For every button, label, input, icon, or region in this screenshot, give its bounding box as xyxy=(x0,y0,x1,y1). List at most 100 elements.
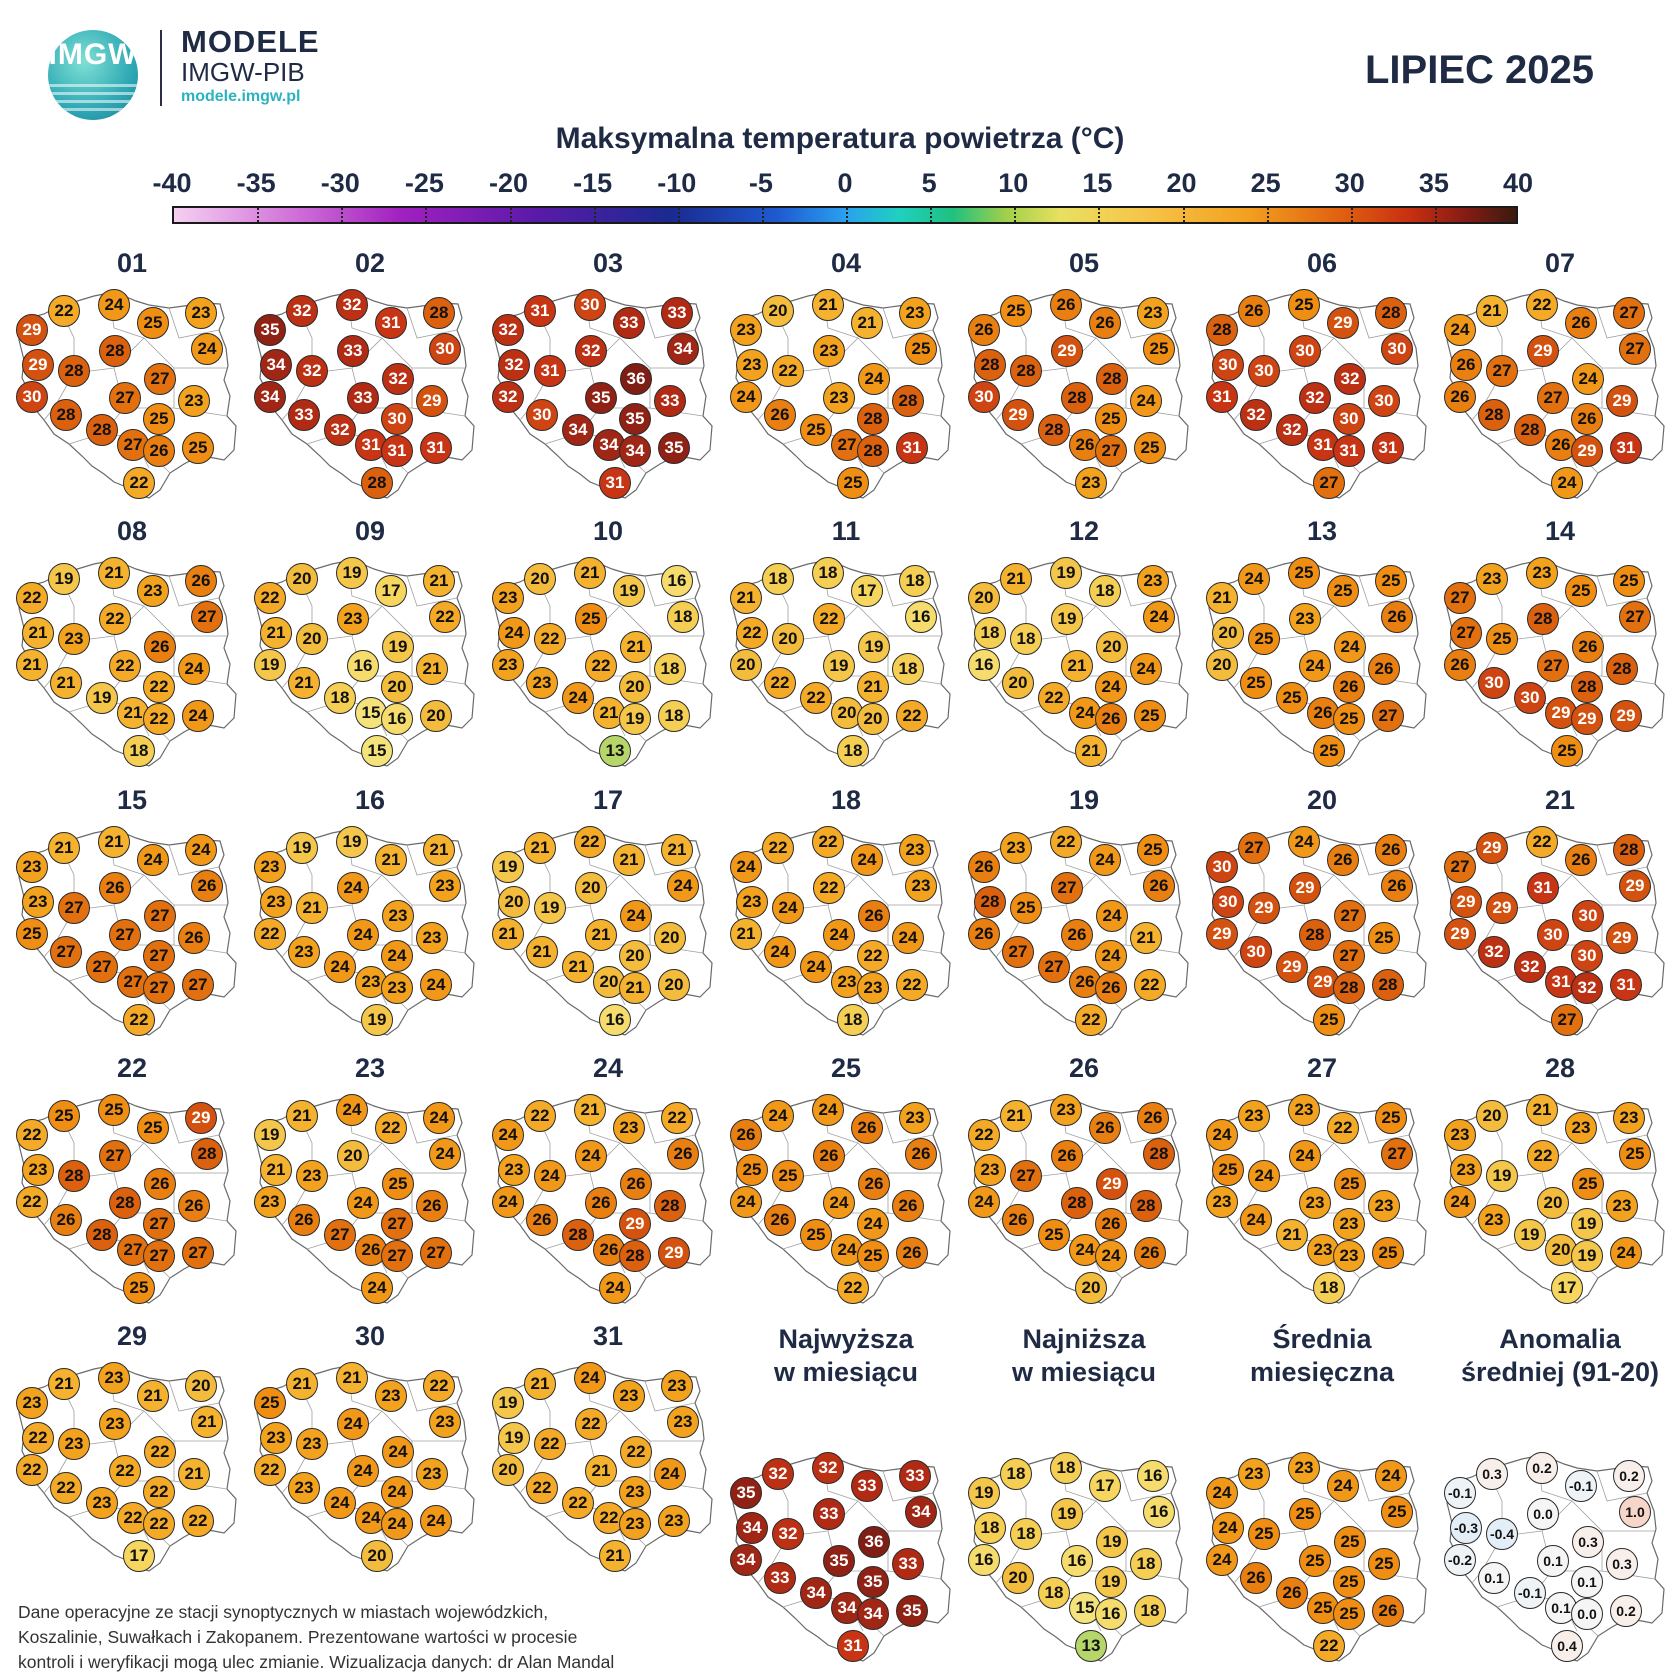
colorbar-tick-label: -15 xyxy=(573,168,613,198)
station-value: 0.2 xyxy=(1613,1460,1645,1492)
station-value: 18 xyxy=(899,565,931,597)
station-value: 23 xyxy=(1288,1094,1320,1126)
station-value: 25 xyxy=(905,333,937,365)
station-value: 22 xyxy=(254,582,286,614)
day-label: 15 xyxy=(116,785,148,815)
brand-url[interactable]: modele.imgw.pl xyxy=(181,88,301,105)
station-value: 26 xyxy=(1450,349,1482,381)
colorbar-tick-label: -10 xyxy=(657,168,697,198)
station-value: 32 xyxy=(336,289,368,321)
station-value: 17 xyxy=(123,1540,155,1572)
day-map-22: 22 22 25 25 25 29 28 23 27 28 26 22 28 26 26 27 28 27 27 27… xyxy=(14,1053,250,1311)
station-value: 16 xyxy=(905,601,937,633)
station-value: 30 xyxy=(381,403,413,435)
day-map-05: 05 26 25 26 26 23 25 28 29 28 28 30 28 29 24 25 28 26 27 25… xyxy=(966,248,1202,506)
station-value: 18 xyxy=(324,682,356,714)
station-value: 26 xyxy=(1571,403,1603,435)
station-value: 23 xyxy=(137,575,169,607)
station-value: 26 xyxy=(968,918,1000,950)
station-value: 28 xyxy=(1527,603,1559,635)
day-label: 21 xyxy=(1544,785,1576,815)
station-value: 35 xyxy=(254,314,286,346)
station-value: 34 xyxy=(730,1544,762,1576)
station-value: 19 xyxy=(1050,557,1082,589)
station-value: 28 xyxy=(1333,972,1365,1004)
station-value: 26 xyxy=(1565,844,1597,876)
station-value: 27 xyxy=(58,892,90,924)
station-value: 25 xyxy=(772,1160,804,1192)
station-value: 24 xyxy=(823,919,855,951)
station-value: 21 xyxy=(812,289,844,321)
day-label: 17 xyxy=(592,785,624,815)
station-value: 24 xyxy=(1089,844,1121,876)
day-map-31: 31 19 21 24 23 23 23 19 22 22 22 20 21 22 24 23 22 22 23 23… xyxy=(490,1321,726,1579)
station-value: 22 xyxy=(16,582,48,614)
station-value: 23 xyxy=(254,1186,286,1218)
station-value: 25 xyxy=(123,1272,155,1304)
station-value: 25 xyxy=(1313,735,1345,767)
station-value: 27 xyxy=(381,1208,413,1240)
colorbar-tick-label: -30 xyxy=(320,168,360,198)
station-value: 25 xyxy=(1333,1566,1365,1598)
colorbar-tick-label: 15 xyxy=(1082,168,1113,198)
station-value: 26 xyxy=(1137,1102,1169,1134)
station-value: 33 xyxy=(613,307,645,339)
day-map-08: 08 22 19 21 23 26 27 21 22 23 26 21 22 21 24 22 19 21 22 24… xyxy=(14,516,250,774)
station-value: 22 xyxy=(813,603,845,635)
station-value: 25 xyxy=(48,1100,80,1132)
station-value: 19 xyxy=(1051,1498,1083,1530)
day-label: 23 xyxy=(354,1053,386,1083)
station-value: 15 xyxy=(361,735,393,767)
station-value: 26 xyxy=(858,1168,890,1200)
station-value: 21 xyxy=(857,671,889,703)
station-value: 21 xyxy=(851,307,883,339)
summary-subtitle: miesięczna xyxy=(1249,1357,1395,1387)
station-value: 22 xyxy=(812,826,844,858)
day-label: 28 xyxy=(1544,1053,1576,1083)
station-value: 27 xyxy=(1381,1138,1413,1170)
station-value: 27 xyxy=(143,972,175,1004)
station-value: 24 xyxy=(1130,653,1162,685)
station-value: 21 xyxy=(375,844,407,876)
colorbar-separator xyxy=(341,208,344,222)
station-value: 23 xyxy=(736,886,768,918)
station-value: 30 xyxy=(1368,385,1400,417)
station-value: 18 xyxy=(837,735,869,767)
station-value: 21 xyxy=(50,667,82,699)
colorbar-separator xyxy=(509,208,513,222)
month-title: LIPIEC 2025 xyxy=(1364,48,1594,92)
station-value: 26 xyxy=(1444,649,1476,681)
day-map-27: 27 24 23 23 22 25 27 25 24 24 25 23 23 24 23 23 21 23 23 25… xyxy=(1204,1053,1440,1311)
station-value: 20 xyxy=(492,1454,524,1486)
station-value: 19 xyxy=(1096,1526,1128,1558)
station-value: 27 xyxy=(1051,872,1083,904)
station-value: 19 xyxy=(498,1422,530,1454)
station-value: 21 xyxy=(574,1094,606,1126)
station-value: 27 xyxy=(1372,700,1404,732)
station-value: 19 xyxy=(336,826,368,858)
station-value: 26 xyxy=(1333,671,1365,703)
station-value: 34 xyxy=(667,333,699,365)
station-value: 28 xyxy=(1010,355,1042,387)
station-value: 25 xyxy=(1288,557,1320,589)
station-value: 0.1 xyxy=(1571,1566,1603,1598)
station-value: 23 xyxy=(254,851,286,883)
station-value: 26 xyxy=(288,1204,320,1236)
day-label: 01 xyxy=(116,248,148,278)
station-value: 34 xyxy=(254,381,286,413)
station-value: 18 xyxy=(812,557,844,589)
station-value: 27 xyxy=(99,1140,131,1172)
station-value: -0.4 xyxy=(1486,1518,1518,1550)
station-value: 25 xyxy=(1375,1102,1407,1134)
station-value: 28 xyxy=(857,403,889,435)
station-value: 20 xyxy=(1206,649,1238,681)
station-value: 16 xyxy=(1143,1496,1175,1528)
station-value: 28 xyxy=(1375,297,1407,329)
station-value: 18 xyxy=(974,1512,1006,1544)
station-value: 26 xyxy=(620,1168,652,1200)
station-value: 21 xyxy=(1000,563,1032,595)
station-value: 24 xyxy=(337,1408,369,1440)
station-value: 23 xyxy=(416,1458,448,1490)
station-value: 33 xyxy=(337,335,369,367)
station-value: 24 xyxy=(574,1362,606,1394)
